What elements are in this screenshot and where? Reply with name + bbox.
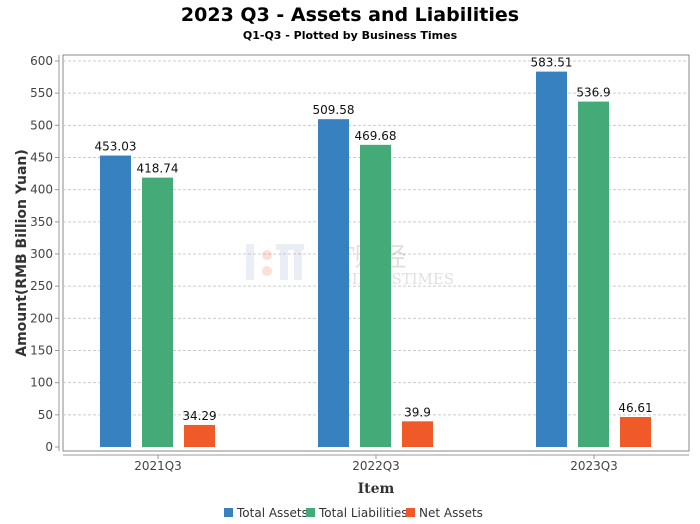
data-label: 46.61 [618, 401, 652, 415]
chart-title: 2023 Q3 - Assets and Liabilities [181, 4, 519, 26]
y-tick-label: 100 [30, 376, 53, 390]
y-tick-label: 0 [45, 440, 53, 454]
legend-label: Total Assets [236, 506, 308, 520]
y-tick-label: 450 [30, 151, 53, 165]
y-tick-label: 200 [30, 311, 53, 325]
bar-net-assets [620, 417, 651, 447]
y-tick-label: 150 [30, 344, 53, 358]
data-label: 536.9 [576, 86, 610, 100]
data-label: 453.03 [95, 140, 137, 154]
x-axis-label: Item [358, 481, 395, 497]
y-tick-label: 500 [30, 118, 53, 132]
y-axis: 0 50 100 150 200 250 300 350 400 450 500 550 600 [30, 54, 60, 454]
y-tick-label: 600 [30, 54, 53, 68]
bar-total-assets [536, 71, 567, 447]
bar-net-assets [402, 421, 433, 447]
legend-swatch [224, 508, 233, 517]
legend-swatch [406, 508, 415, 517]
x-tick-label: 2022Q3 [352, 459, 400, 473]
data-label: 39.9 [404, 405, 431, 419]
bar-total-liabilities [142, 177, 173, 447]
bar-total-assets [100, 155, 131, 447]
bar-total-liabilities [360, 144, 391, 447]
x-axis: 2021Q3 2022Q3 2023Q3 [63, 454, 689, 473]
data-label: 418.74 [137, 162, 179, 176]
data-label: 509.58 [313, 103, 355, 117]
y-axis-label: Amount(RMB Billion Yuan) [14, 149, 30, 357]
legend-label: Total Liabilities [318, 506, 408, 520]
data-label: 583.51 [531, 56, 573, 70]
y-tick-label: 350 [30, 215, 53, 229]
legend-label: Net Assets [419, 506, 483, 520]
data-label: 34.29 [182, 409, 216, 423]
data-label: 469.68 [355, 129, 397, 143]
y-tick-label: 400 [30, 183, 53, 197]
chart-subtitle: Q1-Q3 - Plotted by Business Times [243, 29, 458, 42]
bar-total-assets [318, 119, 349, 447]
x-tick-label: 2023Q3 [570, 459, 618, 473]
y-tick-label: 250 [30, 279, 53, 293]
bar-net-assets [184, 424, 215, 447]
y-tick-label: 550 [30, 86, 53, 100]
legend-swatch [306, 508, 315, 517]
y-tick-label: 50 [38, 408, 53, 422]
legend: Total Assets Total Liabilities Net Assets [224, 506, 483, 520]
y-tick-label: 300 [30, 247, 53, 261]
bar-total-liabilities [578, 101, 609, 447]
x-tick-label: 2021Q3 [134, 459, 182, 473]
